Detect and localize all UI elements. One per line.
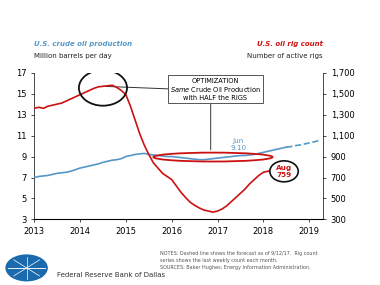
Circle shape: [6, 255, 47, 281]
Text: U.S. crude oil production: U.S. crude oil production: [34, 41, 132, 47]
Text: Aug
759: Aug 759: [276, 165, 292, 178]
Text: Federal Reserve Bank of Dallas: Federal Reserve Bank of Dallas: [57, 272, 165, 278]
Ellipse shape: [270, 161, 298, 182]
Text: Million barrels per day: Million barrels per day: [34, 53, 112, 59]
Text: Jun
9.10: Jun 9.10: [230, 138, 246, 151]
Text: U.S. Oil Production & Rig Count: U.S. Oil Production & Rig Count: [48, 12, 332, 27]
Text: NOTES: Dashed line shows the forecast as of 9/12/17.  Rig count
series shows the: NOTES: Dashed line shows the forecast as…: [160, 251, 317, 270]
Text: OPTIMIZATION
$\it{Same}$ Crude Oil Production
with HALF the RIGS: OPTIMIZATION $\it{Same}$ Crude Oil Produ…: [170, 78, 261, 101]
Text: Number of active rigs: Number of active rigs: [247, 53, 323, 59]
Text: U.S. oil rig count: U.S. oil rig count: [257, 41, 323, 47]
